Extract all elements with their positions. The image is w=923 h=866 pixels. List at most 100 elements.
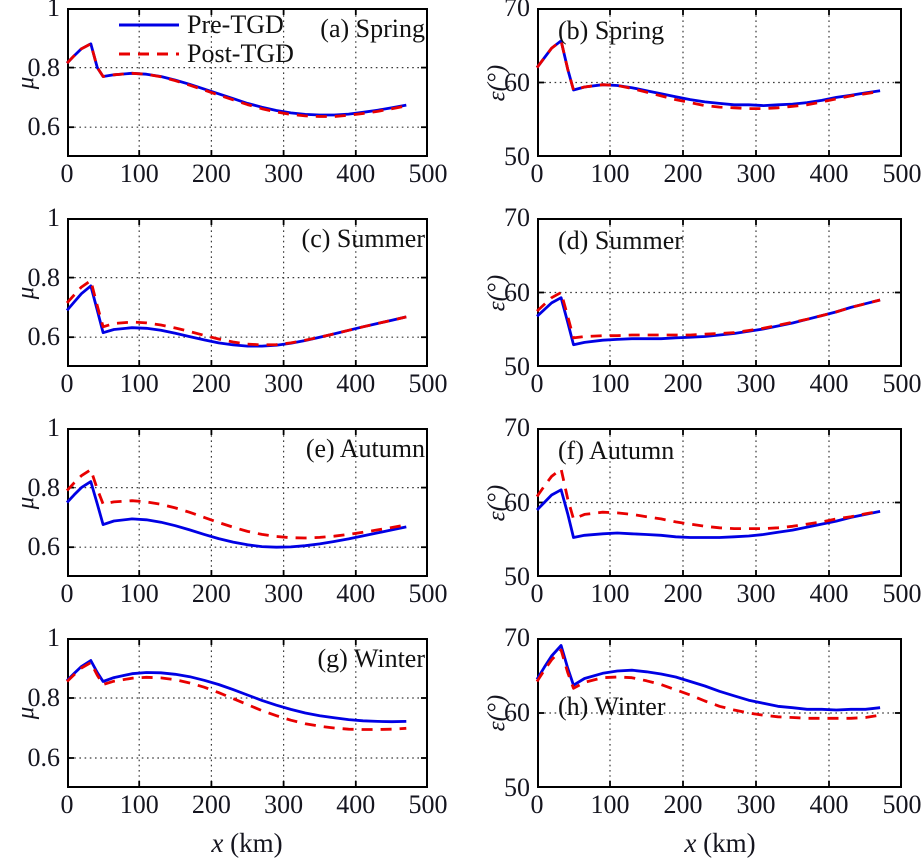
x-tick-label: 100 (119, 579, 159, 608)
y-tick-label: 60 (504, 67, 530, 97)
y-tick-label: 1 (47, 623, 60, 652)
panel-label-d: (d) Summer (558, 226, 683, 255)
panel-label-a: (a) Spring (320, 14, 425, 43)
x-tick-label: 500 (408, 790, 448, 819)
y-tick-label: 0.6 (27, 532, 61, 562)
y-axis-label-g: μ (13, 706, 40, 720)
x-tick-label: 400 (809, 369, 849, 398)
panel-d: 70 60 50 0 100 200 300 400 500 ε(°) (d) Summer (483, 205, 922, 398)
y-axis-label-d: ε(°) (483, 274, 510, 311)
x-tick-label: 0 (530, 369, 544, 398)
series-pre-tgd-line (66, 659, 407, 724)
y-tick-label: 0.6 (27, 743, 61, 772)
x-tick-label: 500 (408, 579, 448, 608)
y-tick-label: 50 (504, 352, 530, 381)
x-tick-label: 200 (663, 159, 703, 188)
x-tick-label: 100 (590, 790, 630, 819)
x-tick-label: 500 (882, 159, 922, 188)
axis-box (537, 428, 902, 577)
axis-box (537, 8, 902, 157)
y-tick-label: 60 (504, 698, 530, 727)
y-axis-label-b: ε(°) (483, 64, 510, 101)
panel-label-e: (e) Autumn (305, 434, 425, 463)
plot-c (65, 218, 428, 367)
x-tick-label: 500 (882, 369, 922, 398)
series-pre-tgd-line (536, 296, 881, 347)
panel-label-b: (b) Spring (558, 16, 665, 45)
x-tick-label: 200 (663, 369, 703, 398)
x-tick-label: 100 (590, 369, 630, 398)
y-axis-label-c: μ (13, 286, 40, 299)
panel-label-c: (c) Summer (301, 224, 425, 253)
x-axis-label-units: (km) (696, 828, 756, 858)
x-tick-label: 200 (191, 790, 231, 819)
x-tick-label: 300 (736, 159, 776, 188)
plot-h (535, 638, 902, 788)
y-tick-label: 50 (504, 142, 530, 171)
panel-label-f: (f) Autumn (558, 436, 675, 465)
legend-label-post-tgd: Post-TGD (187, 38, 294, 68)
x-tick-label: 300 (264, 790, 304, 819)
y-tick-label: 0.6 (27, 322, 61, 352)
x-tick-label: 400 (809, 790, 849, 819)
x-tick-label: 0 (60, 159, 74, 188)
y-tick-label: 0.6 (27, 112, 61, 142)
y-tick-label: 0.8 (27, 683, 61, 712)
series-pre-tgd-line (65, 480, 407, 549)
x-tick-label: 0 (60, 579, 74, 608)
x-axis-label-variable: x (211, 828, 224, 858)
legend-line-pre-tgd (119, 23, 179, 26)
series-post-tgd-line (66, 661, 407, 731)
x-axis-label-left-column: x (km) (211, 828, 282, 859)
x-tick-label: 400 (336, 790, 376, 819)
legend: Pre-TGD Post-TGD (119, 10, 294, 68)
panel-b: 70 60 50 0 100 200 300 400 500 ε(°) (b) Spring (483, 0, 922, 187)
legend-line-post-tgd (119, 52, 179, 55)
x-tick-label: 500 (882, 579, 922, 608)
y-tick-label: 0.8 (27, 472, 61, 502)
x-tick-label: 400 (336, 579, 376, 608)
axis-box (67, 638, 428, 788)
x-tick-label: 100 (590, 579, 630, 608)
axis-box (67, 8, 428, 157)
plot-d (536, 218, 902, 367)
series-post-tgd-line (536, 291, 881, 340)
x-axis-label-right-column: x (km) (684, 828, 755, 859)
x-tick-label: 0 (530, 579, 544, 608)
x-tick-label: 300 (264, 159, 304, 188)
x-tick-label: 300 (736, 579, 776, 608)
y-tick-label: 50 (504, 562, 530, 591)
y-tick-label: 60 (504, 487, 530, 517)
y-axis-label-h: ε(°) (483, 694, 510, 732)
series-post-tgd-line (65, 468, 407, 540)
legend-item-post-tgd: Post-TGD (119, 39, 294, 68)
x-tick-label: 200 (663, 579, 703, 608)
panel-label-h: (h) Winter (558, 692, 666, 721)
y-axis-label-a: μ (13, 76, 40, 89)
x-tick-label: 200 (191, 159, 231, 188)
plot-a (65, 8, 428, 157)
plot-g (66, 638, 428, 788)
x-tick-label: 300 (264, 369, 304, 398)
x-tick-label: 0 (530, 790, 544, 819)
y-tick-label: 50 (504, 773, 530, 802)
x-tick-label: 100 (590, 159, 630, 188)
x-tick-label: 200 (191, 579, 231, 608)
panel-g: 1 0.8 0.6 0 100 200 300 400 500 μ (g) Winter (13, 625, 448, 819)
y-tick-label: 1 (47, 413, 60, 442)
panel-a: 1 0.8 0.6 0 100 200 300 400 500 μ (a) Spring Pre-TG… (13, 0, 448, 187)
y-tick-label: 70 (504, 0, 530, 22)
y-axis-label-e: μ (13, 496, 40, 509)
series-post-tgd-line (65, 42, 407, 118)
x-tick-label: 100 (119, 369, 159, 398)
plot-e (65, 428, 428, 577)
panel-f: 70 60 50 0 100 200 300 400 500 ε(°) (f) Autumn (483, 415, 922, 608)
panel-h: 70 60 50 0 100 200 300 400 500 ε(°) (h) Winter (483, 625, 922, 819)
x-tick-label: 200 (663, 790, 703, 819)
y-tick-label: 70 (504, 203, 530, 232)
series-pre-tgd-line (535, 39, 881, 107)
x-tick-label: 200 (191, 369, 231, 398)
x-tick-label: 0 (60, 369, 74, 398)
x-tick-label: 400 (809, 159, 849, 188)
